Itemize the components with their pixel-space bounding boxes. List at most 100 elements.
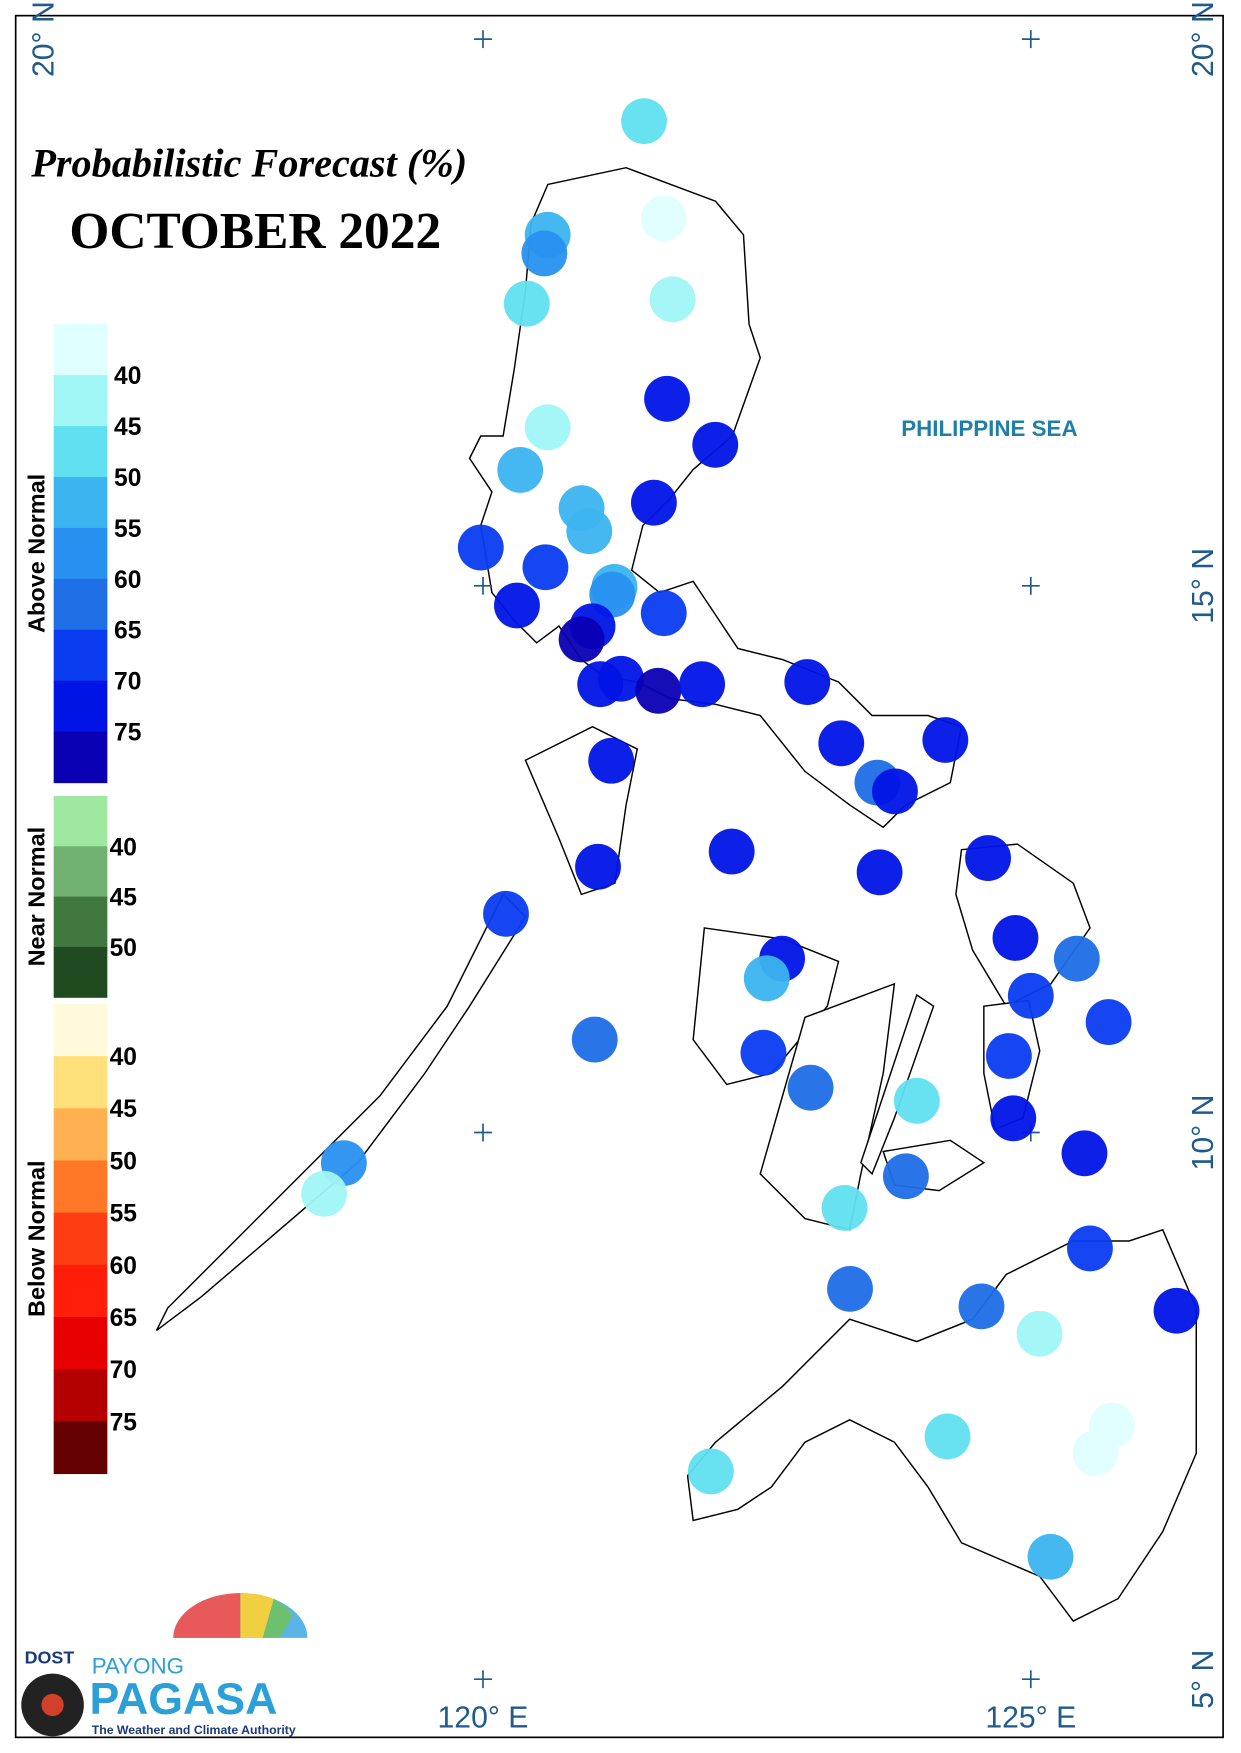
- legend-swatch: [53, 946, 108, 998]
- station-forecast: [571, 1016, 618, 1063]
- station-forecast: [524, 404, 571, 451]
- station-forecast: [818, 720, 865, 767]
- legend-group-title: Below Normal: [24, 1160, 50, 1317]
- legend-label: 45: [110, 1096, 137, 1123]
- station-forecast: [992, 914, 1039, 961]
- station-forecast: [924, 1413, 971, 1460]
- station-forecast: [558, 616, 605, 663]
- lat-label: 10° N: [1187, 1095, 1220, 1171]
- lat-label: 5° N: [1187, 1650, 1220, 1709]
- legend-label: 40: [110, 834, 137, 861]
- station-forecast: [990, 1095, 1037, 1142]
- lat-label: 15° N: [1187, 548, 1220, 624]
- legend-label: 60: [110, 1253, 137, 1280]
- station-forecast: [301, 1170, 348, 1217]
- station-forecast: [1061, 1130, 1108, 1177]
- legend-swatch: [53, 477, 108, 529]
- map-subtitle: OCTOBER 2022: [69, 203, 441, 260]
- station-forecast: [692, 421, 739, 468]
- legend-swatch: [53, 1369, 108, 1422]
- legend-label: 40: [114, 363, 141, 390]
- logo: DOST PAYONG PAGASA The Weather and Clima…: [21, 1593, 308, 1737]
- station-forecast: [687, 1448, 734, 1495]
- station-forecast: [640, 195, 687, 242]
- station-forecast: [1027, 1533, 1074, 1580]
- station-forecast: [740, 1029, 787, 1076]
- legend-swatch: [53, 426, 108, 478]
- station-forecast: [1067, 1225, 1113, 1272]
- legend-label: 60: [114, 567, 141, 594]
- palawan: [155, 893, 527, 1331]
- station-forecast: [522, 544, 569, 591]
- station-forecast: [958, 1283, 1005, 1330]
- logo-pagasa: PAGASA: [89, 1675, 277, 1724]
- station-forecast: [743, 955, 790, 1002]
- station-forecast: [457, 524, 504, 571]
- legend-swatch: [53, 1003, 108, 1057]
- station-forecast: [827, 1265, 873, 1312]
- station-forecast: [588, 737, 635, 784]
- station-forecast: [784, 659, 831, 705]
- station-forecast: [630, 479, 677, 526]
- legend-label: 45: [110, 885, 137, 912]
- station-forecast: [679, 661, 726, 708]
- station-forecast: [494, 582, 540, 629]
- station-forecast: [922, 717, 969, 763]
- legend-swatch: [53, 578, 108, 631]
- station-forecast: [856, 849, 903, 896]
- station-forecast: [872, 768, 918, 815]
- legend-swatch: [53, 324, 108, 376]
- legend-label: 40: [110, 1044, 137, 1071]
- map-title: Probabilistic Forecast (%): [30, 141, 467, 186]
- legend-swatch: [53, 375, 108, 427]
- station-forecast: [1007, 972, 1054, 1019]
- station-forecast: [882, 1153, 929, 1200]
- dost-emblem-core: [41, 1693, 64, 1717]
- station-forecast: [1016, 1310, 1063, 1357]
- legend-group-title: Near Normal: [24, 827, 50, 967]
- station-forecast: [1072, 1429, 1119, 1476]
- station-forecast: [497, 447, 544, 493]
- legend-label: 75: [114, 720, 141, 747]
- station-forecast: [1053, 935, 1100, 982]
- legend-swatch: [53, 796, 108, 847]
- lat-label: 20° N: [1187, 1, 1220, 77]
- legend-swatch: [53, 731, 108, 784]
- umbrella-part: [262, 1598, 293, 1638]
- station-forecast: [483, 890, 529, 937]
- legend-label: 50: [114, 465, 141, 492]
- station-forecast: [708, 828, 755, 875]
- luzon: [468, 166, 963, 829]
- umbrella-part: [240, 1593, 274, 1638]
- legend-swatch: [53, 1316, 108, 1370]
- sea-label: PHILIPPINE SEA: [901, 416, 1077, 441]
- legend-label: 70: [114, 669, 141, 696]
- logo-tagline: The Weather and Climate Authority: [92, 1723, 296, 1737]
- legend-swatch: [53, 1160, 108, 1214]
- legend-label: 70: [110, 1357, 137, 1384]
- station-forecast: [521, 230, 568, 277]
- station-forecast: [649, 276, 696, 323]
- station-forecast: [821, 1185, 868, 1231]
- station-forecast: [965, 835, 1011, 881]
- station-forecast: [598, 655, 644, 702]
- legend-label: 75: [110, 1409, 137, 1436]
- legend-label: 65: [110, 1305, 137, 1332]
- logo-dost: DOST: [25, 1648, 75, 1668]
- legend-swatch: [53, 1108, 108, 1162]
- legend-swatch: [53, 1264, 108, 1318]
- station-forecast: [640, 590, 687, 637]
- legend-swatch: [53, 846, 108, 898]
- cebu: [860, 993, 935, 1176]
- station-forecast: [893, 1077, 940, 1124]
- legend-label: 50: [110, 1148, 137, 1175]
- station-forecast: [1153, 1287, 1200, 1334]
- lat-label: 20° N: [28, 1, 61, 77]
- lon-label: 120° E: [438, 1701, 529, 1734]
- station-forecast: [566, 508, 613, 555]
- station-forecast: [985, 1033, 1032, 1079]
- station-forecast: [787, 1064, 834, 1111]
- station-forecast: [644, 375, 690, 422]
- legend-swatch: [53, 629, 108, 682]
